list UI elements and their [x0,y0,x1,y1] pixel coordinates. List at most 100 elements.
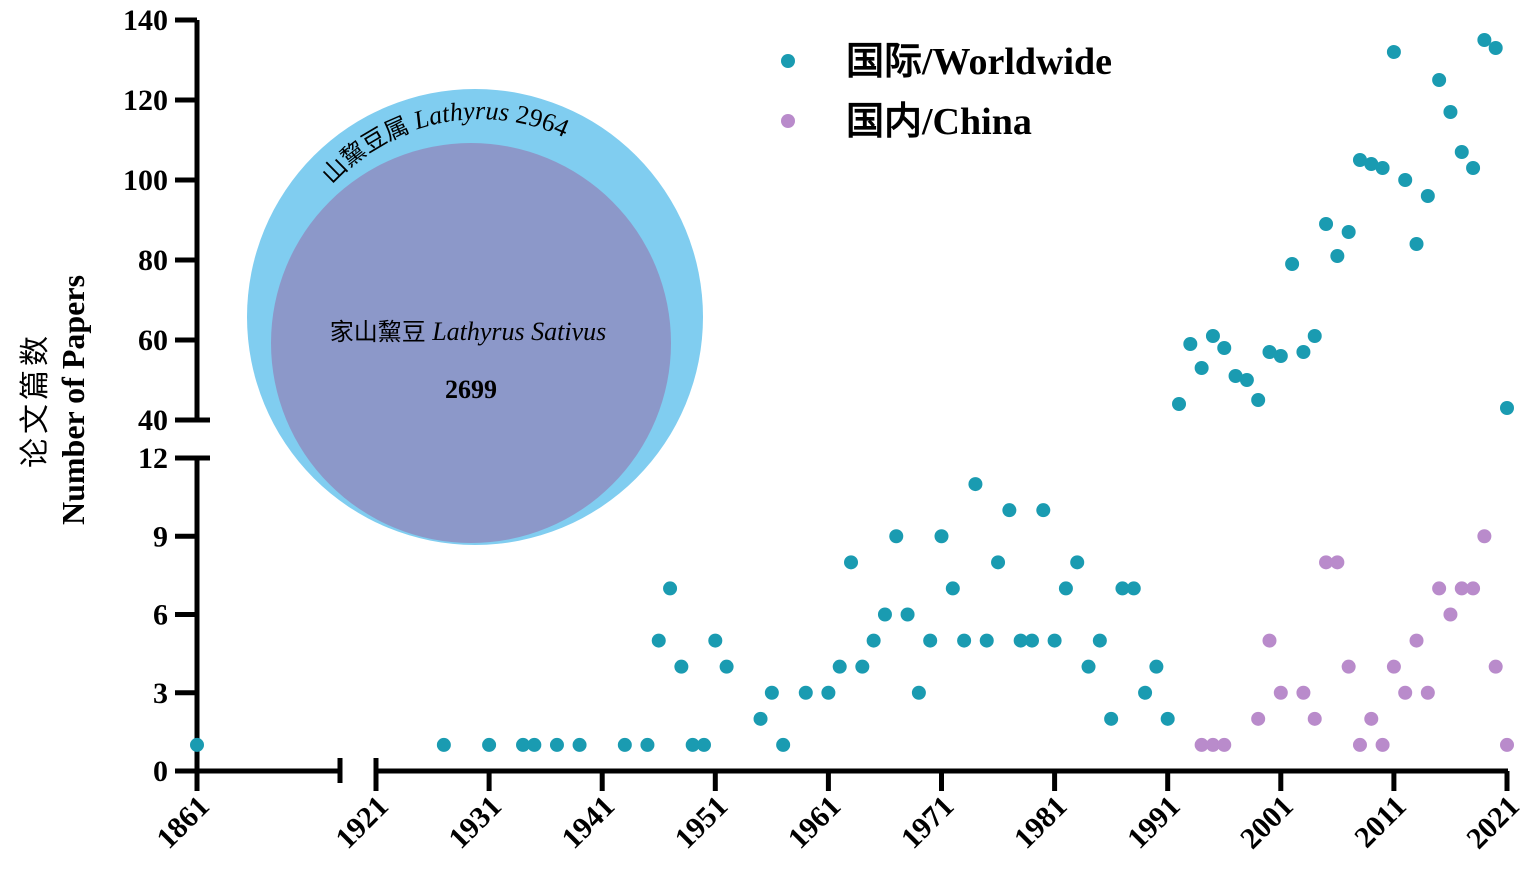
y-tick-label: 120 [123,84,168,117]
point-worldwide [663,581,678,596]
x-tick-label: 1861 [150,790,216,856]
point-worldwide [923,633,938,648]
x-tick-label: 2001 [1234,790,1300,856]
y-tick-label: 3 [153,677,168,710]
point-worldwide [1398,173,1413,187]
point-worldwide [1194,361,1209,375]
point-worldwide [945,581,960,596]
point-worldwide [1217,341,1232,355]
y-axis-title: 论文篇数 Number of Papers [18,275,91,525]
point-worldwide [1386,45,1401,59]
point-worldwide [1104,711,1119,726]
point-worldwide [1307,329,1322,343]
point-worldwide [1285,257,1300,271]
y-tick-label: 100 [123,164,168,197]
point-china [1454,581,1469,596]
point-china [1273,685,1288,700]
point-worldwide [855,659,870,674]
y-tick-label: 140 [123,4,168,37]
point-worldwide [1500,401,1514,415]
point-worldwide [753,711,768,726]
point-china [1375,737,1390,752]
point-worldwide [934,529,949,544]
point-worldwide [708,633,723,648]
data-points [190,33,1514,752]
point-worldwide [1092,633,1107,648]
point-worldwide [1488,41,1503,55]
venn-inset: 山黧豆属 Lathyrus 2964 家山黧豆 Lathyrus Sativus… [247,89,703,545]
point-china [1319,555,1334,570]
y-tick-label: 9 [153,520,168,553]
point-worldwide [1273,349,1288,363]
point-worldwide [1409,237,1424,251]
point-worldwide [1172,397,1187,411]
point-china [1217,737,1232,752]
point-china [1500,737,1514,752]
point-worldwide [617,737,632,752]
venn-inner-label-en: Lathyrus Sativus [431,317,606,346]
y-tick-label: 80 [138,244,168,277]
y-tick-label: 60 [138,324,168,357]
point-worldwide [1443,105,1458,119]
point-worldwide [877,607,892,622]
point-china [1341,659,1356,674]
point-worldwide [1036,503,1051,518]
point-worldwide [1024,633,1039,648]
point-worldwide [1296,345,1311,359]
point-worldwide [651,633,666,648]
y-axis-title-zh: 论文篇数 [18,332,53,468]
x-tick-label: 1931 [442,790,508,856]
point-worldwide [764,685,779,700]
point-worldwide [1183,337,1198,351]
x-tick-label: 1971 [895,790,961,856]
x-tick-label: 2011 [1348,790,1413,855]
point-worldwide [516,737,531,752]
point-worldwide [1364,157,1379,171]
point-worldwide [572,737,587,752]
y-tick-label: 40 [138,404,168,437]
point-worldwide [1420,189,1435,203]
point-worldwide [436,737,451,752]
point-worldwide [866,633,881,648]
x-tick-label: 1951 [668,790,734,856]
point-worldwide [1375,161,1390,175]
point-china [1386,659,1401,674]
point-china [1205,737,1220,752]
y-tick-label: 12 [138,442,168,475]
point-china [1364,711,1379,726]
point-china [1443,607,1458,622]
point-china [1352,737,1367,752]
point-worldwide [776,737,791,752]
x-tick-label: 2021 [1460,790,1526,856]
legend: 国际/Worldwide 国内/China [781,41,1112,143]
point-worldwide [674,659,689,674]
y-tick-label: 0 [153,755,168,788]
point-worldwide [1477,33,1492,47]
x-tick-label: 1961 [782,790,848,856]
venn-inner-value: 2699 [445,375,497,404]
point-worldwide [1047,633,1062,648]
point-worldwide [1205,329,1220,343]
point-worldwide [832,659,847,674]
x-ticks: 1861 1921 1931 1941 1951 1961 1971 1981 1991 2001… [150,771,1526,855]
point-worldwide [968,477,983,492]
venn-inner-circle [271,143,671,543]
point-worldwide [844,555,859,570]
point-worldwide [719,659,734,674]
point-worldwide [1330,249,1345,263]
point-worldwide [1149,659,1164,674]
point-worldwide [889,529,904,544]
point-china [1398,685,1413,700]
point-china [1466,581,1481,596]
point-worldwide [979,633,994,648]
point-worldwide [1432,73,1447,87]
x-tick-label: 1941 [555,790,621,856]
legend-label-china: 国内/China [846,101,1032,143]
point-worldwide [1160,711,1175,726]
point-worldwide [798,685,813,700]
point-china [1432,581,1447,596]
point-worldwide [1251,393,1266,407]
point-worldwide [1228,369,1243,383]
point-worldwide [821,685,836,700]
